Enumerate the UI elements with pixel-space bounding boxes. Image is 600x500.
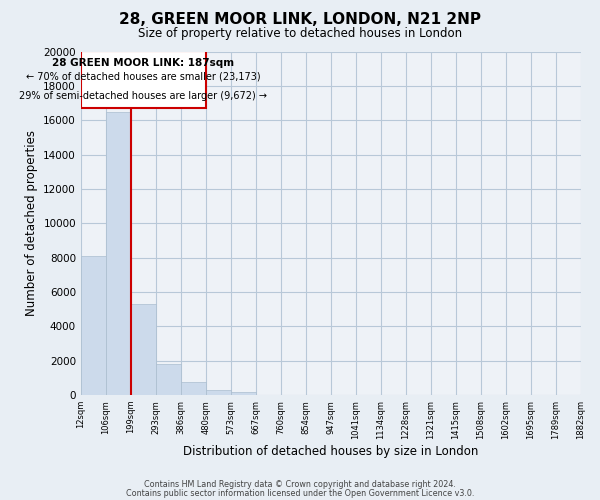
Text: Contains HM Land Registry data © Crown copyright and database right 2024.: Contains HM Land Registry data © Crown c…	[144, 480, 456, 489]
Bar	[181, 382, 206, 395]
Text: 28 GREEN MOOR LINK: 187sqm: 28 GREEN MOOR LINK: 187sqm	[52, 58, 235, 68]
Y-axis label: Number of detached properties: Number of detached properties	[25, 130, 38, 316]
Bar	[81, 256, 106, 395]
Bar	[156, 364, 181, 395]
Bar	[206, 390, 231, 395]
Bar	[231, 392, 256, 395]
Text: 28, GREEN MOOR LINK, LONDON, N21 2NP: 28, GREEN MOOR LINK, LONDON, N21 2NP	[119, 12, 481, 28]
X-axis label: Distribution of detached houses by size in London: Distribution of detached houses by size …	[183, 444, 478, 458]
Bar	[131, 304, 156, 395]
Text: ← 70% of detached houses are smaller (23,173): ← 70% of detached houses are smaller (23…	[26, 72, 260, 82]
Text: Size of property relative to detached houses in London: Size of property relative to detached ho…	[138, 28, 462, 40]
Bar	[106, 112, 131, 395]
Text: Contains public sector information licensed under the Open Government Licence v3: Contains public sector information licen…	[126, 488, 474, 498]
Bar	[81, 52, 206, 108]
Text: 29% of semi-detached houses are larger (9,672) →: 29% of semi-detached houses are larger (…	[19, 91, 268, 101]
